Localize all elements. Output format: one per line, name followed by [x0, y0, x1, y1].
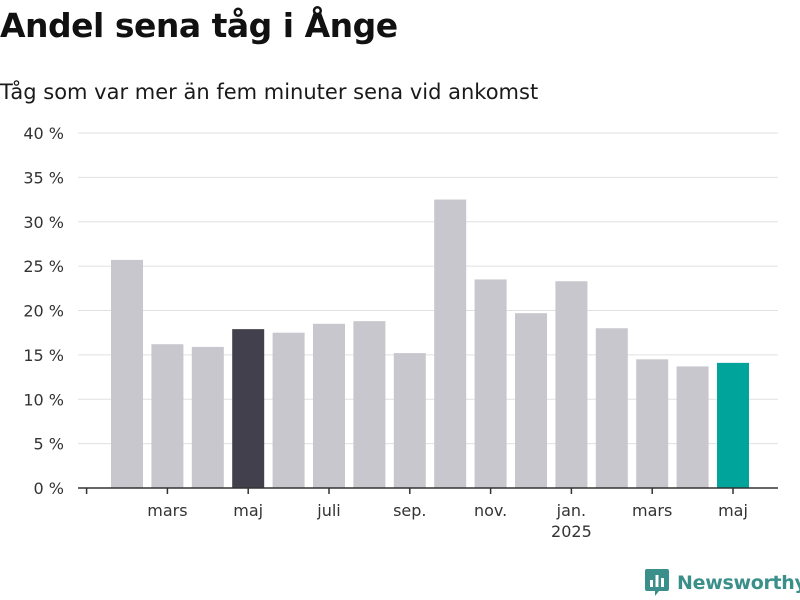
- chart-title: Andel sena tåg i Ånge: [0, 6, 398, 45]
- bar-2024-12: [515, 313, 547, 488]
- bar-2024-08: [353, 321, 386, 488]
- x-tick-label: jan.: [556, 501, 586, 520]
- y-tick-label: 40 %: [23, 124, 64, 143]
- y-tick-label: 25 %: [23, 257, 64, 276]
- bar-2024-07: [313, 323, 345, 488]
- x-tick-label: mars: [632, 501, 672, 520]
- y-tick-label: 30 %: [23, 213, 64, 232]
- x-tick-label: mars: [147, 501, 187, 520]
- bar-2024-02: [111, 259, 143, 488]
- bar-2025-04: [676, 366, 709, 488]
- y-tick-label: 35 %: [23, 168, 64, 187]
- y-tick-label: 0 %: [34, 479, 64, 498]
- bar-2025-02: [595, 328, 628, 488]
- bar-2025-03: [636, 359, 669, 488]
- bars: [111, 199, 749, 488]
- y-tick-label: 15 %: [23, 346, 64, 365]
- brand-name: Newsworthy: [677, 572, 800, 594]
- bar-2024-04: [191, 346, 224, 488]
- gridlines: [78, 132, 778, 445]
- bar-2025-05: [717, 362, 749, 488]
- y-tick-label: 20 %: [23, 302, 64, 321]
- newsworthy-logo: Newsworthy: [644, 568, 800, 598]
- bar-2025-01: [555, 281, 588, 488]
- newsworthy-logo-icon: [645, 569, 669, 596]
- x-axis: mars maj juli sep. nov. jan. 2025 mars maj: [78, 487, 778, 541]
- x-tick-label: maj: [718, 501, 748, 520]
- y-tick-label: 5 %: [34, 435, 64, 454]
- y-axis-ticks: 0 % 5 % 10 % 15 % 20 % 25 % 30 % 35 % 40 %: [23, 124, 64, 498]
- bar-2024-09: [393, 353, 426, 488]
- bar-2024-05: [232, 329, 265, 488]
- x-tick-label: sep.: [393, 501, 426, 520]
- y-tick-label: 10 %: [23, 390, 64, 409]
- bar-2024-11: [474, 279, 507, 488]
- x-tick-label: juli: [316, 501, 340, 520]
- x-tick-label: nov.: [474, 501, 507, 520]
- x-tick-label: maj: [233, 501, 263, 520]
- bar-2024-10: [434, 199, 467, 488]
- bar-2024-06: [272, 332, 305, 488]
- bar-2024-03: [151, 344, 184, 488]
- bar-chart: 0 %5 %10 %15 %20 %25 %30 %35 %40 % mars m…: [23, 124, 778, 541]
- chart-subtitle: Tåg som var mer än fem minuter sena vid …: [0, 80, 539, 104]
- x-tick-sublabel: 2025: [551, 522, 592, 541]
